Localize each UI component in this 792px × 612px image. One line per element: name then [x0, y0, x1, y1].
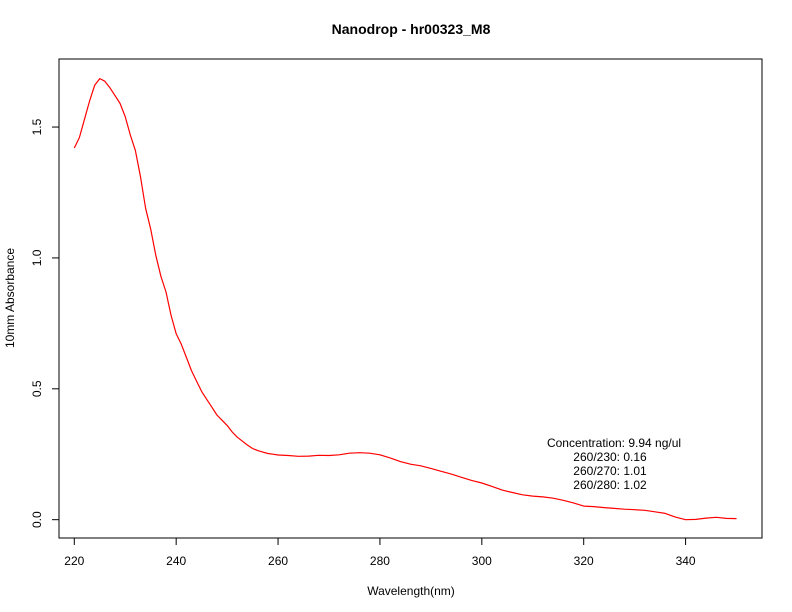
x-axis: 220 240 260 280 300 320 340: [64, 538, 696, 568]
x-tick-label: 220: [64, 554, 84, 568]
annotation-block: Concentration: 9.94 ng/ul 260/230: 0.16 …: [547, 436, 681, 492]
chart-title: Nanodrop - hr00323_M8: [332, 21, 491, 37]
x-tick-label: 300: [472, 554, 492, 568]
x-tick-label: 340: [676, 554, 696, 568]
absorbance-series-line: [73, 77, 737, 521]
y-tick-label: 0.5: [30, 380, 44, 397]
y-axis-label: 10mm Absorbance: [3, 248, 17, 348]
y-tick-label: 1.0: [30, 249, 44, 266]
annotation-ratio-260-280: 260/280: 1.02: [573, 478, 647, 492]
plot-frame: [58, 58, 763, 539]
x-axis-label: Wavelength(nm): [367, 584, 455, 598]
y-axis: 0.0 0.5 1.0 1.5: [30, 118, 59, 528]
x-tick-label: 280: [370, 554, 390, 568]
annotation-ratio-260-230: 260/230: 0.16: [573, 450, 647, 464]
series-group: [73, 77, 737, 521]
x-tick-label: 320: [574, 554, 594, 568]
x-tick-label: 240: [166, 554, 186, 568]
annotation-concentration: Concentration: 9.94 ng/ul: [547, 436, 681, 450]
annotation-ratio-260-270: 260/270: 1.01: [573, 464, 647, 478]
y-tick-label: 1.5: [30, 118, 44, 135]
y-tick-label: 0.0: [30, 511, 44, 528]
x-tick-label: 260: [268, 554, 288, 568]
